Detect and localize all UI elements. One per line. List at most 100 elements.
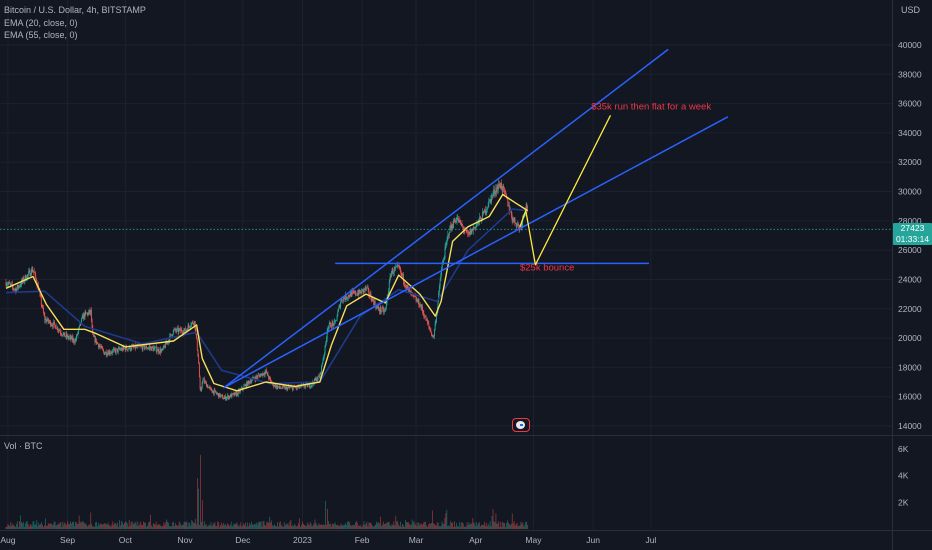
candle-body <box>158 352 160 353</box>
candle-body <box>266 372 268 374</box>
volume-bar <box>188 522 190 529</box>
candle-body <box>232 393 234 395</box>
candle-body <box>278 385 280 388</box>
volume-bar <box>173 522 174 529</box>
candle-body <box>54 324 56 329</box>
candle-body <box>179 328 181 332</box>
candle-body <box>249 381 251 384</box>
candle-body <box>51 325 53 326</box>
candle-body <box>295 387 297 389</box>
candle-body <box>110 353 111 354</box>
volume-bar <box>297 525 299 529</box>
candle-body <box>177 328 179 333</box>
candle-body <box>155 346 157 348</box>
volume-bar <box>217 521 219 529</box>
volume-bar <box>294 523 296 529</box>
volume-bar <box>19 521 20 529</box>
volume-bar <box>367 526 369 529</box>
volume-bar <box>413 521 415 529</box>
volume-bar <box>378 522 379 529</box>
candle-body <box>346 298 348 299</box>
symbol-title[interactable]: Bitcoin / U.S. Dollar, 4h, BITSTAMP <box>4 5 146 15</box>
candle-body <box>94 336 96 343</box>
candle-body <box>445 242 447 245</box>
volume-bar <box>24 523 26 529</box>
candle-body <box>460 220 462 225</box>
volume-bar <box>390 526 392 529</box>
volume-bar <box>375 524 376 529</box>
volume-bar <box>257 522 259 529</box>
volume-bar <box>346 524 348 529</box>
candle-body <box>71 336 73 340</box>
candle-body <box>140 345 142 347</box>
volume-legend[interactable]: Vol · BTC <box>4 441 43 451</box>
volume-bar <box>354 525 355 529</box>
candle-body <box>516 223 518 228</box>
volume-bar <box>235 523 237 529</box>
candle-body <box>474 226 476 229</box>
candle-body <box>104 353 106 355</box>
volume-bar <box>481 524 482 529</box>
candle-body <box>218 393 220 398</box>
volume-bar <box>254 524 256 529</box>
candle-body <box>351 291 353 297</box>
us-flag-icon[interactable] <box>512 418 530 432</box>
candle-body <box>129 346 131 350</box>
volume-bar <box>268 522 270 529</box>
volume-bar <box>323 524 325 529</box>
volume-bar <box>325 500 326 529</box>
candle-body <box>414 296 416 298</box>
volume-bar <box>389 525 391 529</box>
volume-bar <box>154 524 156 529</box>
volume-bar <box>337 524 339 529</box>
ema55-legend[interactable]: EMA (55, close, 0) <box>4 30 78 40</box>
candle-body <box>525 204 527 210</box>
volume-bar <box>82 521 84 529</box>
candle-body <box>265 370 267 373</box>
volume-bar <box>258 521 260 529</box>
candle-body <box>148 347 150 348</box>
volume-bar <box>161 526 163 529</box>
candle-body <box>78 325 80 329</box>
y-tick-label: 28000 <box>898 216 922 226</box>
volume-bar <box>285 523 287 529</box>
volume-bar <box>101 524 103 529</box>
candle-body <box>55 328 57 330</box>
candle-body <box>517 223 519 226</box>
candle-body <box>190 325 192 327</box>
candle-body <box>69 337 70 338</box>
volume-bar <box>300 526 301 529</box>
volume-bar <box>17 521 18 529</box>
ema20-legend[interactable]: EMA (20, close, 0) <box>4 17 78 28</box>
volume-bar <box>511 513 513 529</box>
volume-bar <box>39 524 41 529</box>
candle-body <box>338 305 340 309</box>
candle-body <box>266 370 267 373</box>
volume-bar <box>11 525 13 529</box>
candle-body <box>142 344 144 350</box>
candle-body <box>180 329 182 332</box>
volume-bar <box>171 526 172 529</box>
candle-body <box>310 385 312 388</box>
candle-body <box>12 286 14 289</box>
volume-bar <box>526 522 528 529</box>
candle-body <box>352 291 354 292</box>
x-tick-label: Feb <box>355 535 370 545</box>
volume-bar <box>516 522 518 529</box>
candle-body <box>54 322 56 325</box>
volume-bar <box>144 522 145 529</box>
volume-bar <box>146 526 147 529</box>
volume-bar <box>348 521 350 529</box>
y-tick-label: 16000 <box>898 392 922 402</box>
volume-bar <box>6 526 8 529</box>
volume-bar <box>318 523 320 529</box>
candle-body <box>113 348 115 350</box>
volume-bar <box>21 523 23 529</box>
currency-label[interactable]: USD <box>901 5 921 15</box>
candle-body <box>14 289 16 290</box>
candle-body <box>390 276 392 278</box>
volume-bar <box>359 524 361 529</box>
candle-body <box>225 395 226 400</box>
volume-bar <box>203 521 205 529</box>
